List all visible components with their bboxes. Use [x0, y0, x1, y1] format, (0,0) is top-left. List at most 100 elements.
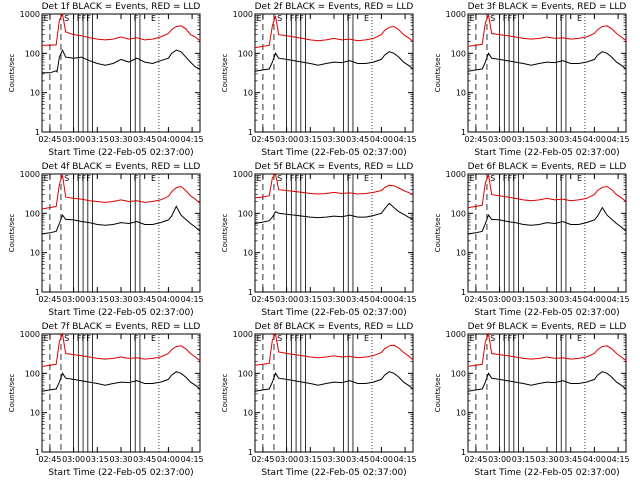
- x-tick-label: 03:00: [62, 295, 85, 304]
- panel-det-2: Det 2f BLACK = Events, RED = LLD Counts/s…: [221, 2, 417, 158]
- x-axis-label: Start Time (22-Feb-05 02:37:00): [261, 308, 406, 318]
- flag-label: S: [64, 14, 69, 23]
- lld-series-line: [467, 173, 627, 209]
- y-tick-label: 1000: [233, 10, 253, 19]
- chart-title: Det 6f BLACK = Events, RED = LLD: [468, 162, 627, 172]
- flag-label: F: [560, 334, 565, 343]
- events-series-line: [41, 371, 201, 392]
- events-series-line: [467, 371, 627, 392]
- x-axis-label: Start Time (22-Feb-05 02:37:00): [474, 468, 619, 478]
- x-tick-label: 03:15: [86, 295, 109, 304]
- y-axis-label: Counts/sec: [434, 374, 442, 413]
- y-tick-label: 1000: [20, 170, 40, 179]
- x-tick-label: 03:00: [275, 455, 298, 464]
- flag-label: S: [64, 174, 69, 183]
- flag-label: F: [77, 334, 82, 343]
- x-tick-label: 04:00: [157, 295, 180, 304]
- events-series-line: [42, 48, 201, 74]
- x-tick-label: 03:45: [559, 295, 582, 304]
- x-tick-label: 04:00: [370, 295, 393, 304]
- x-tick-label: 03:15: [299, 455, 322, 464]
- x-tick-label: 02:45: [38, 135, 61, 144]
- chart-title: Det 9f BLACK = Events, RED = LLD: [468, 322, 627, 332]
- plot-frame: [254, 173, 414, 293]
- y-tick-label: 10: [456, 409, 466, 418]
- events-series-line: [467, 206, 627, 235]
- flag-label: F: [290, 334, 295, 343]
- x-tick-label: 03:45: [346, 135, 369, 144]
- y-tick-label: 100: [25, 369, 40, 378]
- x-tick-label: 03:00: [62, 455, 85, 464]
- events-series-line: [41, 205, 201, 235]
- flag-label: S: [490, 174, 495, 183]
- flag-label: F: [503, 174, 508, 183]
- flag-label: F: [290, 174, 295, 183]
- x-tick-label: 03:00: [488, 135, 511, 144]
- flag-label: E: [257, 14, 262, 23]
- y-tick-label: 1000: [446, 170, 466, 179]
- flag-label: E: [44, 174, 49, 183]
- flag-label: S: [64, 334, 69, 343]
- x-tick-label: 04:00: [157, 135, 180, 144]
- y-axis-label: Counts/sec: [221, 214, 229, 253]
- panel-det-6: Det 6f BLACK = Events, RED = LLD Counts/s…: [434, 162, 630, 318]
- flag-label: E: [257, 174, 262, 183]
- lld-series-line: [467, 13, 627, 47]
- x-tick-label: 03:15: [299, 295, 322, 304]
- x-tick-label: 03:00: [488, 295, 511, 304]
- x-tick-label: 03:30: [322, 295, 345, 304]
- flag-label: F: [290, 14, 295, 23]
- flag-label: F: [347, 174, 352, 183]
- x-tick-label: 03:45: [133, 455, 156, 464]
- plot-frame: [41, 173, 201, 293]
- x-tick-label: 03:30: [535, 295, 558, 304]
- y-tick-label: 1: [35, 448, 40, 457]
- flag-label: F: [512, 174, 517, 183]
- flag-label: F: [560, 174, 565, 183]
- flag-label: F: [295, 174, 300, 183]
- x-tick-label: 04:00: [583, 295, 606, 304]
- lld-series-line: [254, 15, 414, 49]
- panel-det-3: Det 3f BLACK = Events, RED = LLD Counts/s…: [434, 2, 630, 158]
- chart-title: Det 7f BLACK = Events, RED = LLD: [42, 322, 201, 332]
- x-tick-label: 03:15: [299, 135, 322, 144]
- flag-label: E: [364, 174, 369, 183]
- flag-label: E: [151, 174, 156, 183]
- y-tick-label: 1: [461, 128, 466, 137]
- y-tick-label: 10: [243, 249, 253, 258]
- x-tick-label: 04:00: [370, 455, 393, 464]
- flag-label: E: [257, 334, 262, 343]
- flag-label: E: [151, 334, 156, 343]
- x-tick-label: 03:00: [275, 135, 298, 144]
- x-tick-label: 03:00: [275, 295, 298, 304]
- flag-label: E: [470, 334, 475, 343]
- flag-label: F: [512, 14, 517, 23]
- y-tick-label: 10: [456, 89, 466, 98]
- events-series-line: [254, 202, 414, 224]
- x-tick-label: 04:15: [394, 135, 417, 144]
- x-tick-label: 04:15: [607, 295, 630, 304]
- x-tick-label: 03:30: [109, 455, 132, 464]
- x-tick-label: 04:00: [370, 135, 393, 144]
- y-tick-label: 10: [30, 249, 40, 258]
- x-tick-label: 03:30: [535, 135, 558, 144]
- panel-det-1: Det 1f BLACK = Events, RED = LLD Counts/s…: [8, 2, 204, 158]
- flag-label: E: [577, 174, 582, 183]
- x-axis-label: Start Time (22-Feb-05 02:37:00): [474, 308, 619, 318]
- x-tick-label: 03:30: [322, 455, 345, 464]
- flag-label: F: [508, 174, 513, 183]
- y-axis-label: Counts/sec: [8, 374, 16, 413]
- x-tick-label: 03:45: [133, 135, 156, 144]
- panel-det-7: Det 7f BLACK = Events, RED = LLD Counts/s…: [8, 322, 204, 478]
- flag-label: E: [44, 14, 49, 23]
- flag-label: S: [277, 174, 282, 183]
- y-tick-label: 1: [248, 448, 253, 457]
- y-tick-label: 1000: [20, 10, 40, 19]
- x-axis-label: Start Time (22-Feb-05 02:37:00): [48, 308, 193, 318]
- y-tick-label: 100: [451, 49, 466, 58]
- lld-series-line: [41, 332, 201, 367]
- lld-series-line: [467, 332, 627, 367]
- flag-label: F: [503, 14, 508, 23]
- x-tick-label: 02:45: [251, 295, 274, 304]
- flag-label: F: [82, 14, 87, 23]
